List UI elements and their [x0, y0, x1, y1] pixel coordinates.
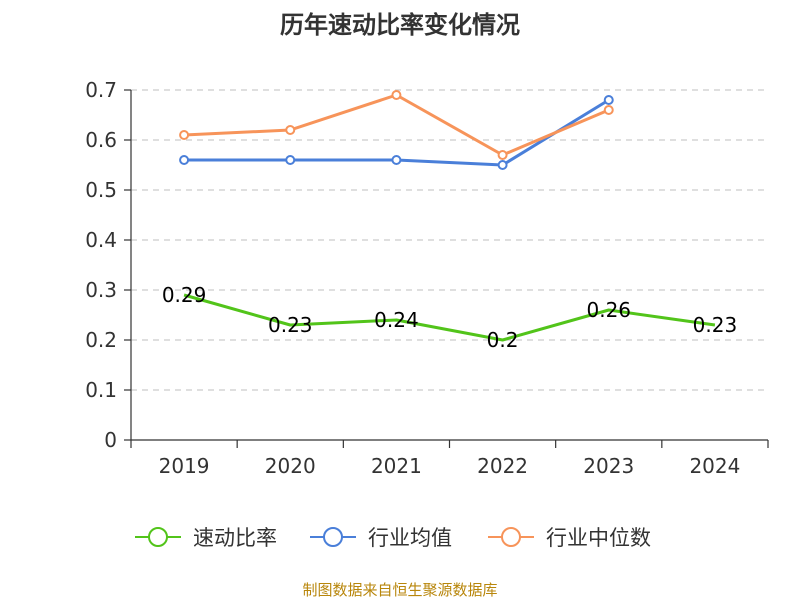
data-label-2022: 0.2	[487, 328, 519, 352]
chart-title: 历年速动比率变化情况	[280, 11, 520, 39]
legend: 速动比率 行业均值 行业中位数	[135, 526, 651, 550]
x-tick-label-2021: 2021	[371, 454, 422, 478]
x-tick-label-2024: 2024	[689, 454, 740, 478]
legend-marker-0	[148, 527, 168, 547]
y-tick-label-1: 0.1	[85, 378, 117, 402]
legend-marker-1	[323, 527, 343, 547]
series-2-point-2023	[603, 105, 614, 115]
legend-label-2: 行业中位数	[546, 526, 651, 550]
grid-lines	[131, 89, 768, 391]
axes: 0 0.1 0.2 0.3 0.4 0.5 0.6 0.7 2019 2020 2021 2022 20…	[85, 78, 769, 478]
series-2-point-2022	[497, 150, 508, 160]
series-1-point-2020	[285, 155, 296, 165]
y-tick-label-7: 0.7	[85, 78, 117, 102]
series-line-0	[183, 293, 716, 342]
y-tick-label-4: 0.4	[85, 228, 117, 252]
data-label-2020: 0.23	[268, 313, 313, 337]
y-tick-label-5: 0.5	[85, 178, 117, 202]
y-tick-label-3: 0.3	[85, 278, 117, 302]
legend-label-0: 速动比率	[193, 526, 277, 550]
series-1-point-2021	[391, 155, 402, 165]
series-group: 0.29 0.23 0.24 0.2 0.26 0.23	[162, 90, 738, 352]
series-2-point-2021	[391, 90, 402, 100]
series-2-point-2019	[179, 130, 190, 140]
data-label-2024: 0.23	[693, 313, 738, 337]
series-line-2	[184, 93, 610, 157]
x-tick-label-2023: 2023	[583, 454, 634, 478]
series-1-point-2019	[179, 155, 190, 165]
series-2-point-2020	[285, 125, 296, 135]
y-tick-label-2: 0.2	[85, 328, 117, 352]
legend-marker-2	[501, 527, 521, 547]
x-tick-label-2022: 2022	[477, 454, 528, 478]
data-label-2019: 0.29	[162, 283, 207, 307]
x-tick-label-2019: 2019	[159, 454, 210, 478]
data-label-2021: 0.24	[374, 308, 419, 332]
data-label-2023: 0.26	[586, 298, 631, 322]
source-note: 制图数据来自恒生聚源数据库	[302, 581, 497, 599]
y-tick-label-0: 0	[104, 428, 117, 452]
x-tick-label-2020: 2020	[265, 454, 316, 478]
y-tick-label-6: 0.6	[85, 128, 117, 152]
series-1-point-2022	[497, 160, 508, 170]
legend-label-1: 行业均值	[368, 526, 452, 550]
series-1-point-2023	[603, 95, 614, 105]
